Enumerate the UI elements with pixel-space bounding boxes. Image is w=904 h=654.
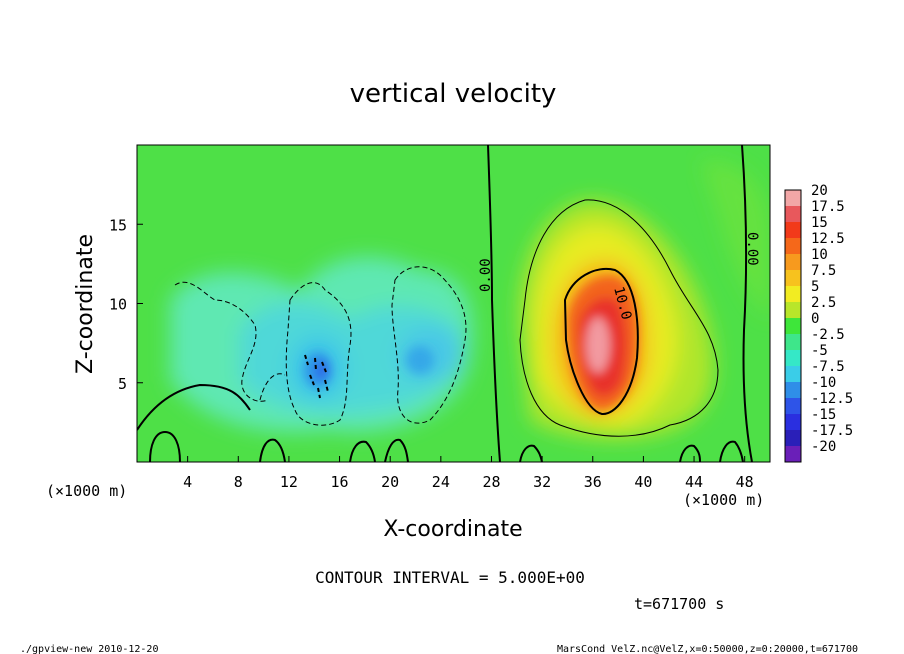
y-axis-ticks: 5 10 15: [109, 216, 143, 393]
colorbar-swatch: [785, 334, 801, 351]
colorbar-label: -15: [811, 407, 836, 423]
time-label: t=671700 s: [634, 595, 724, 613]
colorbar-swatch: [785, 254, 801, 271]
x-unit-right: (×1000 m): [683, 491, 764, 509]
y-tick-label: 15: [109, 216, 127, 234]
colorbar: [784, 189, 802, 463]
colorbar-swatch: [785, 350, 801, 367]
colorbar-swatch: [785, 222, 801, 239]
contour-negative: [174, 266, 467, 426]
colorbar-swatch: [785, 414, 801, 431]
colorbar-label: 12.5: [811, 231, 845, 247]
colorbar-swatch: [785, 382, 801, 399]
colorbar-swatch: [785, 270, 801, 287]
colorbar-label: 20: [811, 183, 828, 199]
contour-ten: [563, 267, 639, 416]
x-tick-label: 28: [482, 473, 500, 491]
colorbar-label: 0: [811, 311, 819, 327]
contour-label-zero-left: 0.00: [478, 258, 494, 292]
colorbar-label: -2.5: [811, 327, 845, 343]
colorbar-swatch: [785, 398, 801, 415]
contour-interval: CONTOUR INTERVAL = 5.000E+00: [315, 568, 585, 587]
x-tick-label: 12: [280, 473, 298, 491]
colorbar-labels: 2017.51512.5107.552.50-2.5-5-7.5-10-12.5…: [811, 183, 853, 455]
footer-right: MarsCond_VelZ.nc@VelZ,x=0:50000,z=0:2000…: [557, 644, 858, 654]
colorbar-frame: [784, 189, 802, 463]
colorbar-swatch: [785, 286, 801, 303]
x-unit-left: (×1000 m): [46, 482, 127, 500]
colorbar-label: 10: [811, 247, 828, 263]
x-axis-label: X-coordinate: [383, 517, 522, 542]
colorbar-label: -17.5: [811, 423, 853, 439]
right-field: [700, 160, 770, 320]
colorbar-label: 7.5: [811, 263, 836, 279]
contour-five: [519, 199, 719, 437]
colorbar-label: 5: [811, 279, 819, 295]
colorbar-swatch: [785, 190, 801, 207]
colorbar-label: -5: [811, 343, 828, 359]
contour-zero: [137, 145, 753, 462]
x-tick-label: 44: [685, 473, 703, 491]
footer-left: ./gpview-new 2010-12-20: [20, 644, 158, 654]
y-tick-label: 10: [109, 296, 127, 314]
negative-field: [170, 256, 473, 433]
x-tick-label: 36: [584, 473, 602, 491]
x-tick-label: 20: [381, 473, 399, 491]
colorbar-swatch: [785, 302, 801, 319]
colorbar-label: -12.5: [811, 391, 853, 407]
x-tick-label: 24: [432, 473, 450, 491]
contour-label-zero-right: 0.00: [744, 232, 760, 266]
x-axis-ticks: 4 8 12 16 20 24 28 32 36 40 44 48: [183, 456, 754, 491]
chart-title: vertical velocity: [350, 79, 557, 109]
colorbar-label: -7.5: [811, 359, 845, 375]
downdraft-core: [304, 346, 434, 388]
colorbar-label: -10: [811, 375, 836, 391]
contour-negative-core: [304, 354, 329, 399]
y-tick-label: 5: [118, 375, 127, 393]
colorbar-swatch: [785, 430, 801, 447]
colorbar-swatch: [785, 318, 801, 335]
colorbar-label: 15: [811, 215, 828, 231]
colorbar-swatch: [785, 366, 801, 383]
colorbar-label: -20: [811, 439, 836, 455]
colorbar-swatch: [785, 206, 801, 223]
x-tick-label: 48: [736, 473, 754, 491]
x-tick-label: 16: [331, 473, 349, 491]
colorbar-swatch: [785, 446, 801, 463]
x-tick-label: 32: [533, 473, 551, 491]
y-axis-label: Z-coordinate: [73, 234, 98, 374]
plot-area: [137, 145, 770, 462]
updraft-core: [567, 275, 639, 411]
colorbar-swatch: [785, 238, 801, 255]
x-tick-label: 4: [183, 473, 192, 491]
x-tick-label: 40: [634, 473, 652, 491]
colorbar-label: 17.5: [811, 199, 845, 215]
x-tick-label: 8: [234, 473, 243, 491]
colorbar-label: 2.5: [811, 295, 836, 311]
